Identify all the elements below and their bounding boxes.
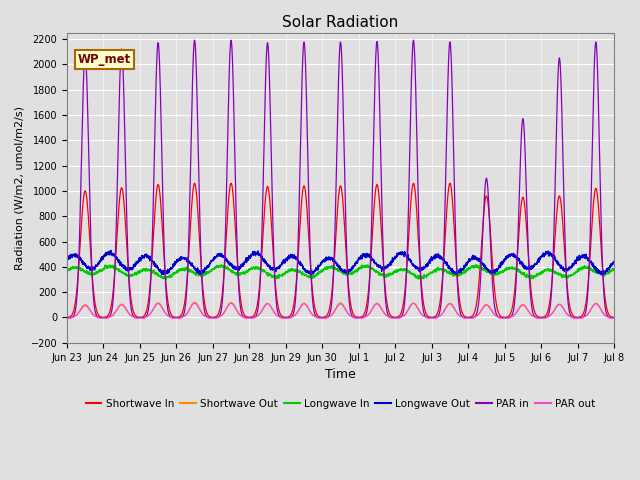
Title: Solar Radiation: Solar Radiation (282, 15, 399, 30)
Y-axis label: Radiation (W/m2, umol/m2/s): Radiation (W/m2, umol/m2/s) (15, 106, 25, 270)
X-axis label: Time: Time (325, 368, 356, 381)
Text: WP_met: WP_met (78, 53, 131, 66)
Legend: Shortwave In, Shortwave Out, Longwave In, Longwave Out, PAR in, PAR out: Shortwave In, Shortwave Out, Longwave In… (81, 395, 600, 413)
